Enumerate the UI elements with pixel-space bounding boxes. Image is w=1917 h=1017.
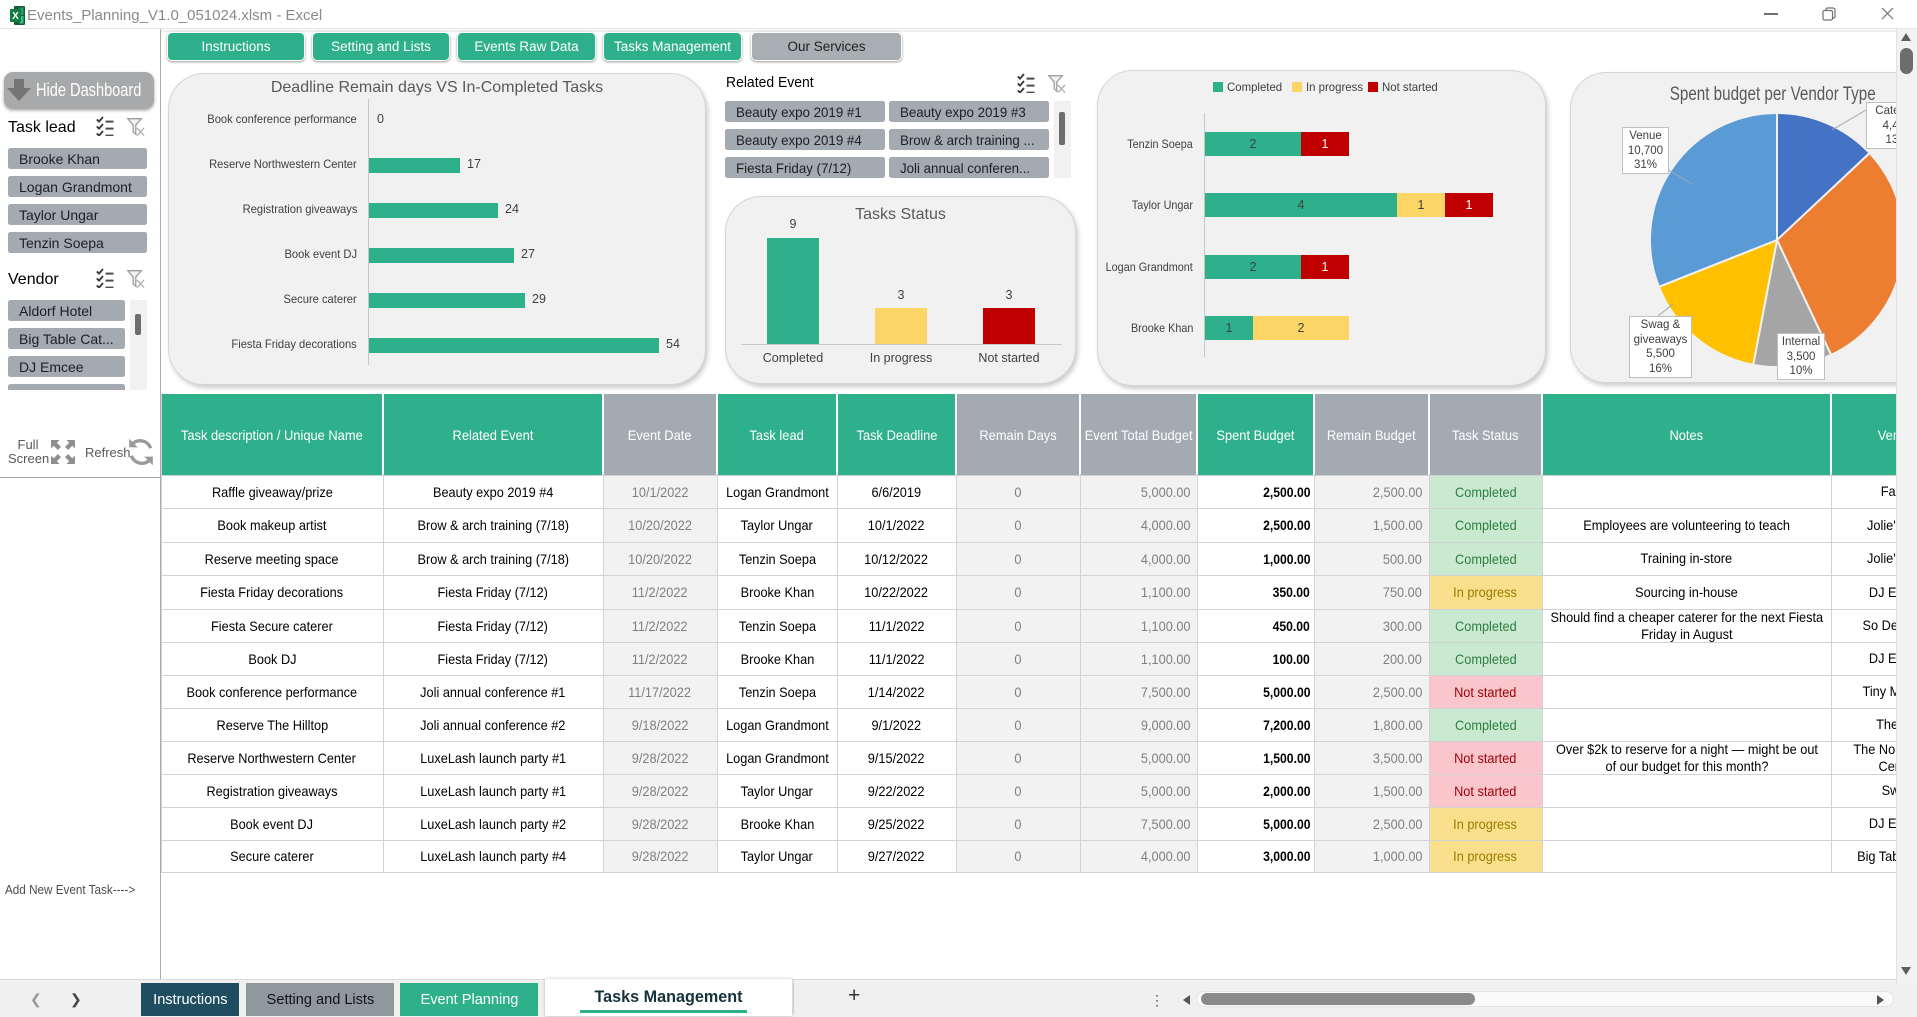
svg-text:X: X bbox=[12, 11, 19, 22]
